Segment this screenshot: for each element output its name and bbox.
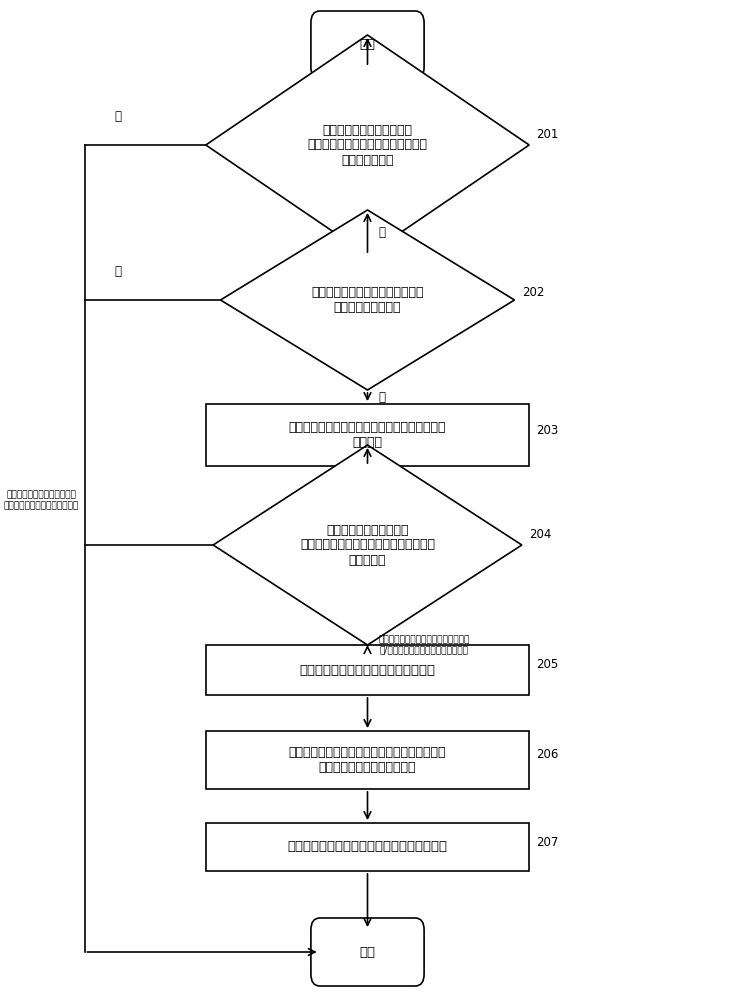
Text: 206: 206: [537, 748, 559, 762]
FancyBboxPatch shape: [311, 11, 424, 79]
Text: 否: 否: [114, 265, 121, 278]
Polygon shape: [213, 445, 522, 645]
Polygon shape: [220, 210, 514, 390]
Text: 若第一提醒方式与当前地理位置不匹配
和/或第一提醒方式与当前时间不匹配: 若第一提醒方式与当前地理位置不匹配 和/或第一提醒方式与当前时间不匹配: [379, 635, 470, 655]
Text: 若用户设备的第一提醒方式与
当前地理位置、当前时间均匹配: 若用户设备的第一提醒方式与 当前地理位置、当前时间均匹配: [4, 491, 79, 510]
Text: 是: 是: [379, 391, 386, 404]
Text: 207: 207: [537, 836, 559, 848]
Bar: [206, 645, 529, 695]
Text: 用户设备判断接收到的信息是否为
用户关注的重要信息: 用户设备判断接收到的信息是否为 用户关注的重要信息: [311, 286, 424, 314]
Text: 202: 202: [522, 286, 544, 298]
Text: 205: 205: [537, 658, 559, 672]
Text: 用户设备获取用户设备所处的当前地理位置以及
当前时间: 用户设备获取用户设备所处的当前地理位置以及 当前时间: [289, 421, 446, 449]
Polygon shape: [206, 35, 529, 255]
Text: 开始: 开始: [359, 38, 376, 51]
Bar: [206, 731, 529, 789]
Text: 用户设备确定接收到的信息的重要程度: 用户设备确定接收到的信息的重要程度: [299, 664, 436, 676]
Text: 用户设备从多个第二提醒方式中，确定与信息的
重要程度匹配的目标提醒方式: 用户设备从多个第二提醒方式中，确定与信息的 重要程度匹配的目标提醒方式: [289, 746, 446, 774]
Text: 是: 是: [379, 226, 386, 239]
Bar: [206, 823, 529, 871]
Text: 204: 204: [529, 528, 551, 542]
FancyBboxPatch shape: [311, 918, 424, 986]
Text: 201: 201: [537, 128, 559, 141]
Text: 用户设备将第一提醒方式切换至目标提醒方式: 用户设备将第一提醒方式切换至目标提醒方式: [287, 840, 448, 854]
Text: 203: 203: [537, 424, 559, 436]
Text: 否: 否: [114, 110, 121, 123]
Text: 用户设备判断用户设备的
第一提醒方式与当前地理位置、当前时间
是否均匹配: 用户设备判断用户设备的 第一提醒方式与当前地理位置、当前时间 是否均匹配: [300, 524, 435, 566]
Text: 在用户设备的信息提醒切换
模式处于开启状态下，用户设备检测
是否接收到信息: 在用户设备的信息提醒切换 模式处于开启状态下，用户设备检测 是否接收到信息: [307, 123, 428, 166]
Text: 结束: 结束: [359, 946, 376, 958]
Bar: [206, 404, 529, 466]
